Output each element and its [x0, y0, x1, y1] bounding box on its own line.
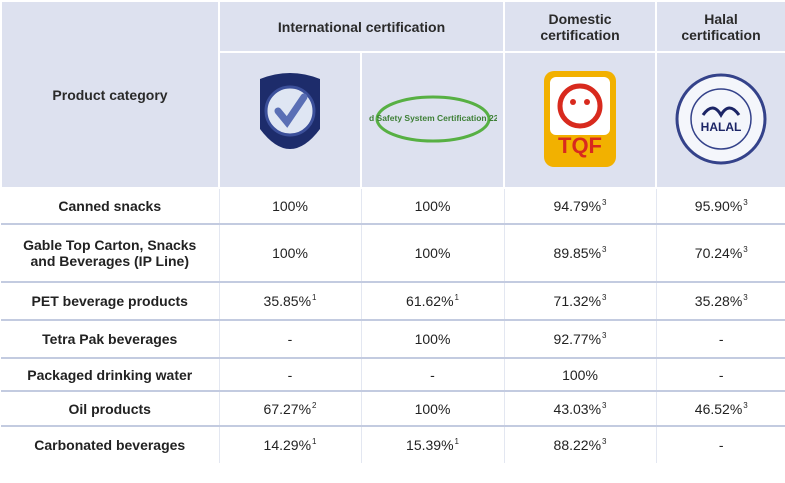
value-text: 95.90% — [694, 198, 743, 214]
value-cell: 46.52%3 — [655, 390, 785, 426]
value-text: 15.39% — [406, 437, 454, 453]
halal-logo: HALAL — [675, 73, 767, 164]
table-row: Gable Top Carton, Snacks and Beverages (… — [1, 223, 785, 282]
category-cell: Oil products — [1, 390, 219, 426]
value-text: 94.79% — [553, 198, 602, 214]
table-row: PET beverage products 35.85%1 61.62%1 71.32… — [1, 281, 785, 320]
value-text: 14.29% — [263, 437, 312, 453]
footnote-marker: 3 — [743, 293, 748, 302]
value-cell: 70.24%3 — [655, 223, 785, 282]
table-row: Packaged drinking water - -100% - — [1, 357, 785, 391]
value-text: 43.03% — [553, 400, 602, 417]
footnote-marker: 3 — [602, 437, 607, 446]
value-text: 88.22% — [553, 437, 602, 453]
logo-cell: Food Safety System Certification 22000 — [353, 51, 512, 189]
tqf-logo: TQF — [544, 70, 616, 167]
value-text: 67.27% — [263, 400, 312, 417]
category-cell: Canned snacks — [1, 187, 219, 224]
value-text: 71.32% — [553, 293, 602, 309]
logo-cell: TQF — [503, 51, 657, 189]
footnote-marker: 3 — [602, 293, 607, 302]
value-cell: 92.77%3 — [503, 319, 656, 358]
header-halal: Halal certification — [655, 0, 785, 53]
category-cell: Gable Top Carton, Snacks and Beverages (… — [1, 223, 219, 282]
footnote-marker: 3 — [602, 198, 607, 207]
value-text: 92.77% — [553, 331, 602, 347]
footnote-marker: 3 — [602, 245, 607, 254]
value-text: 35.85% — [263, 293, 312, 309]
value-text: 46.52% — [694, 400, 743, 417]
value-cell: 35.28%3 — [655, 281, 785, 320]
value-cell: 43.03%3 — [503, 390, 656, 426]
value-cell: 94.79%3 — [503, 187, 656, 224]
value-cell: 100% — [360, 187, 504, 224]
header-category: Product category — [0, 0, 220, 189]
category-cell: PET beverage products — [1, 281, 219, 320]
value-cell: - — [218, 357, 361, 391]
value-text: 70.24% — [694, 245, 743, 261]
value-text: 61.62% — [406, 293, 454, 309]
value-cell: 95.90%3 — [655, 187, 785, 224]
fssc-logo: Food Safety System Certification 22000 — [353, 95, 512, 142]
table-row: Tetra Pak beverages -100% 92.77%3- — [1, 319, 785, 358]
value-text: 89.85% — [553, 245, 602, 261]
value-cell: - — [655, 319, 785, 358]
value-cell: 14.29%1 — [218, 425, 361, 463]
footnote-marker: 3 — [743, 198, 748, 207]
value-cell: 100% — [360, 319, 504, 358]
footnote-marker: 3 — [602, 331, 607, 340]
logo-cell — [218, 51, 362, 189]
halal-text: HALAL — [701, 120, 742, 134]
value-text: 35.28% — [694, 293, 743, 309]
category-cell: Packaged drinking water — [1, 357, 219, 391]
footnote-marker: 3 — [743, 400, 748, 410]
value-cell: - — [218, 319, 361, 358]
footnote-marker: 2 — [312, 400, 317, 410]
tqf-text: TQF — [558, 133, 602, 158]
fssc-text: Food Safety System Certification 22000 — [369, 113, 497, 123]
table-row: Canned snacks 100% 100% 94.79%3 95.90%3 — [1, 187, 785, 224]
certification-table: Product category International certifica… — [0, 0, 785, 463]
value-cell: 61.62%1 — [360, 281, 504, 320]
value-cell: 100% — [218, 187, 361, 224]
table-body: Canned snacks 100% 100% 94.79%3 95.90%3 Gable… — [1, 187, 785, 463]
value-cell: - — [655, 357, 785, 391]
footnote-marker: 1 — [312, 293, 317, 302]
category-cell: Carbonated beverages — [1, 425, 219, 463]
value-cell: - — [360, 357, 504, 391]
footnote-marker: 1 — [454, 293, 459, 302]
footnote-marker: 3 — [602, 400, 607, 410]
value-cell: 100% — [218, 223, 361, 282]
footnote-marker: 3 — [743, 245, 748, 254]
value-cell: 15.39%1 — [360, 425, 504, 463]
footnote-marker: 1 — [454, 437, 459, 446]
value-cell: 67.27%2 — [218, 390, 361, 426]
value-cell: 88.22%3 — [503, 425, 656, 463]
logo-cell: HALAL — [655, 51, 785, 189]
value-cell: 100% — [360, 223, 504, 282]
header-domestic: Domestic certification — [503, 0, 657, 53]
iso-logo — [260, 72, 320, 149]
table-row: Oil products 67.27%2 100% 43.03%3 46.52%3 — [1, 390, 785, 426]
category-cell: Tetra Pak beverages — [1, 319, 219, 358]
value-cell: 89.85%3 — [503, 223, 656, 282]
value-cell: 35.85%1 — [218, 281, 361, 320]
footnote-marker: 1 — [312, 437, 317, 446]
table-row: Carbonated beverages 14.29%1 15.39%1 88.22%… — [1, 425, 785, 463]
value-cell: 100% — [503, 357, 656, 391]
value-cell: 71.32%3 — [503, 281, 656, 320]
value-cell: 100% — [360, 390, 504, 426]
header-international: International certification — [218, 0, 505, 53]
value-cell: - — [655, 425, 785, 463]
